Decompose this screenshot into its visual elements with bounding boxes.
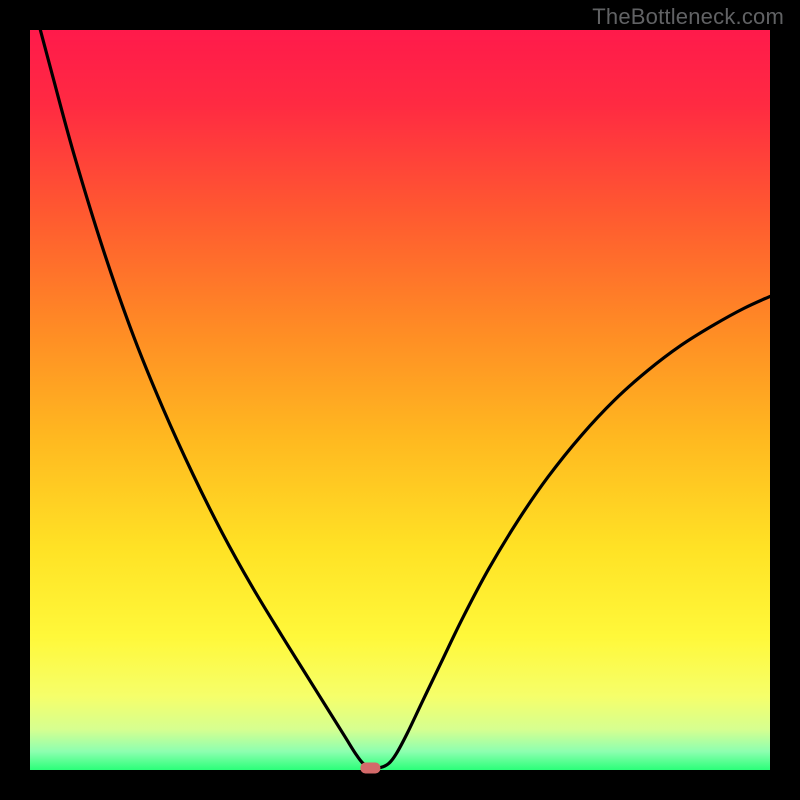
bottleneck-chart [0,0,800,800]
optimum-marker [360,763,380,774]
chart-frame: TheBottleneck.com [0,0,800,800]
watermark-text: TheBottleneck.com [592,4,784,30]
plot-background [30,30,770,770]
